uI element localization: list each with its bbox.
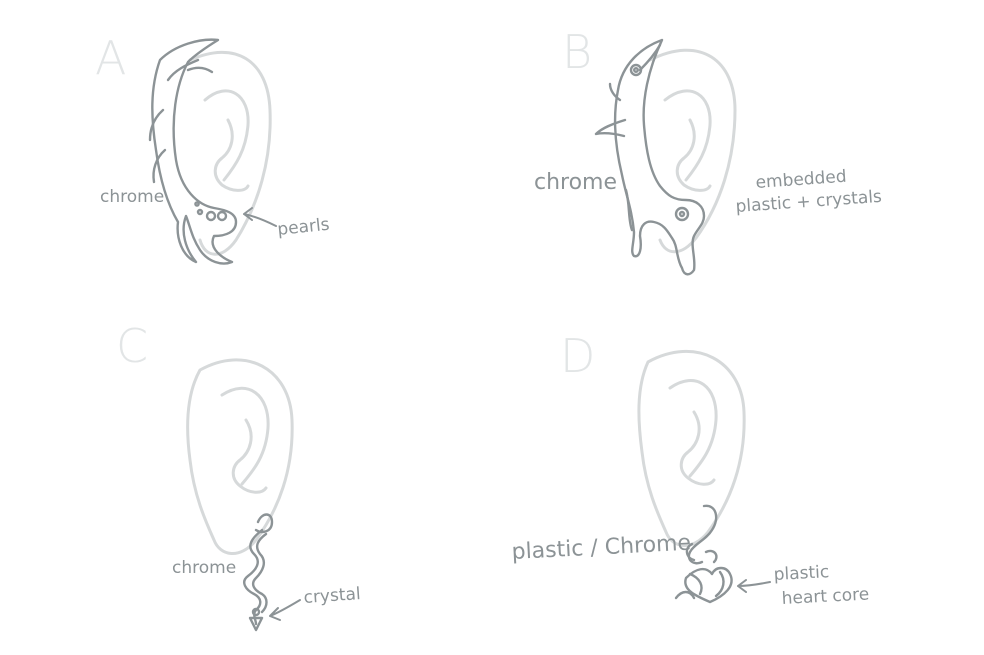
label-pearls-a: pearls — [276, 215, 330, 240]
label-plastic-d: plastic — [773, 562, 830, 585]
earring-c — [243, 513, 274, 632]
panel-d: D plastic / Chrome plastic heart core — [511, 329, 870, 609]
label-chrome-a: chrome — [100, 187, 164, 207]
panel-letter-a: A — [95, 31, 126, 85]
arrow-crystal-c — [269, 599, 301, 621]
ear-outline-c — [186, 358, 294, 555]
arrow-heart-core-d — [737, 579, 771, 593]
earring-d — [674, 504, 733, 604]
panel-a: A chrome pearls — [95, 31, 331, 265]
panel-b: B chrome embedded plastic + crystals — [534, 25, 883, 276]
panel-letter-c: C — [116, 319, 148, 373]
panel-letter-d: D — [560, 329, 595, 383]
label-heart-core-d: heart core — [781, 584, 869, 609]
ear-outline-d — [637, 350, 746, 547]
panel-letter-b: B — [562, 25, 592, 79]
label-chrome-b: chrome — [534, 170, 617, 195]
ear-outline-a — [188, 50, 272, 256]
ear-outline-b — [648, 48, 737, 254]
panel-c: C chrome crystal — [116, 319, 361, 632]
label-chrome-c: chrome — [172, 558, 236, 578]
ear-cuff-b — [594, 38, 706, 276]
arrow-pearls-a — [243, 207, 277, 227]
ear-cuff-a — [148, 38, 238, 265]
label-embedded-b: embedded — [755, 167, 847, 193]
label-crystal-c: crystal — [303, 584, 361, 608]
label-plastic-chrome-d: plastic / Chrome — [511, 531, 692, 565]
